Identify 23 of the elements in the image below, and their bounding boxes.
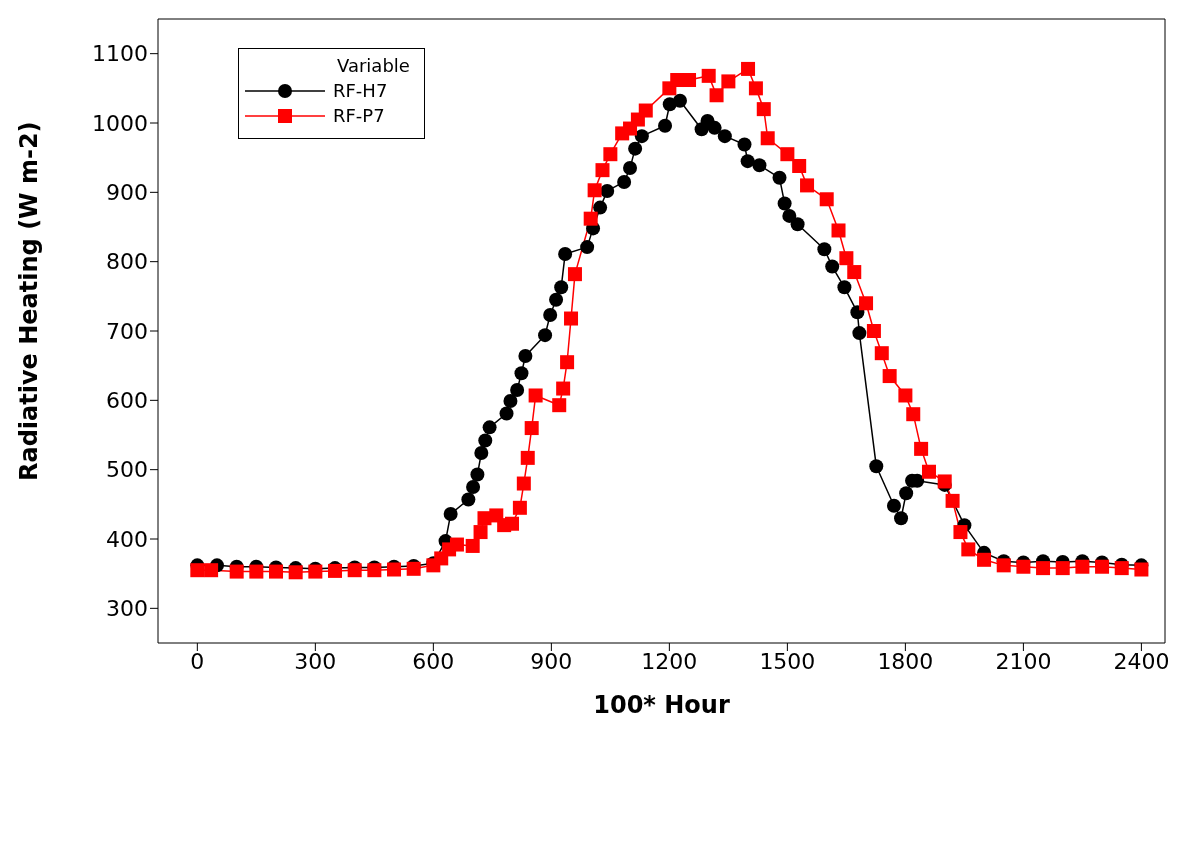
y-tick-label: 1100: [92, 41, 148, 67]
y-tick-label: 600: [106, 388, 148, 414]
y-tick-label: 700: [106, 318, 148, 344]
y-tick-label: 400: [106, 526, 148, 552]
legend-title: Variable: [336, 55, 410, 76]
y-tick-label: 1000: [92, 110, 148, 136]
legend-label: RF-H7: [333, 80, 388, 101]
x-tick-label: 1500: [759, 648, 816, 674]
x-axis-title: 100* Hour: [593, 691, 730, 719]
x-tick-label: 0: [190, 648, 205, 674]
y-tick-label: 500: [106, 457, 148, 483]
y-tick-label: 800: [106, 249, 148, 275]
x-tick-label: 600: [412, 648, 455, 674]
x-tick-label: 2100: [995, 648, 1052, 674]
y-tick-label: 900: [106, 180, 148, 206]
x-tick-label: 1800: [877, 648, 934, 674]
y-tick-label: 300: [106, 596, 148, 622]
x-tick-label: 900: [530, 648, 573, 674]
y-axis-title: Radiative Heating (W m-2): [14, 121, 43, 481]
x-tick-label: 2400: [1113, 648, 1170, 674]
x-tick-label: 300: [294, 648, 337, 674]
legend-label: RF-P7: [333, 105, 385, 126]
x-tick-label: 1200: [641, 648, 698, 674]
